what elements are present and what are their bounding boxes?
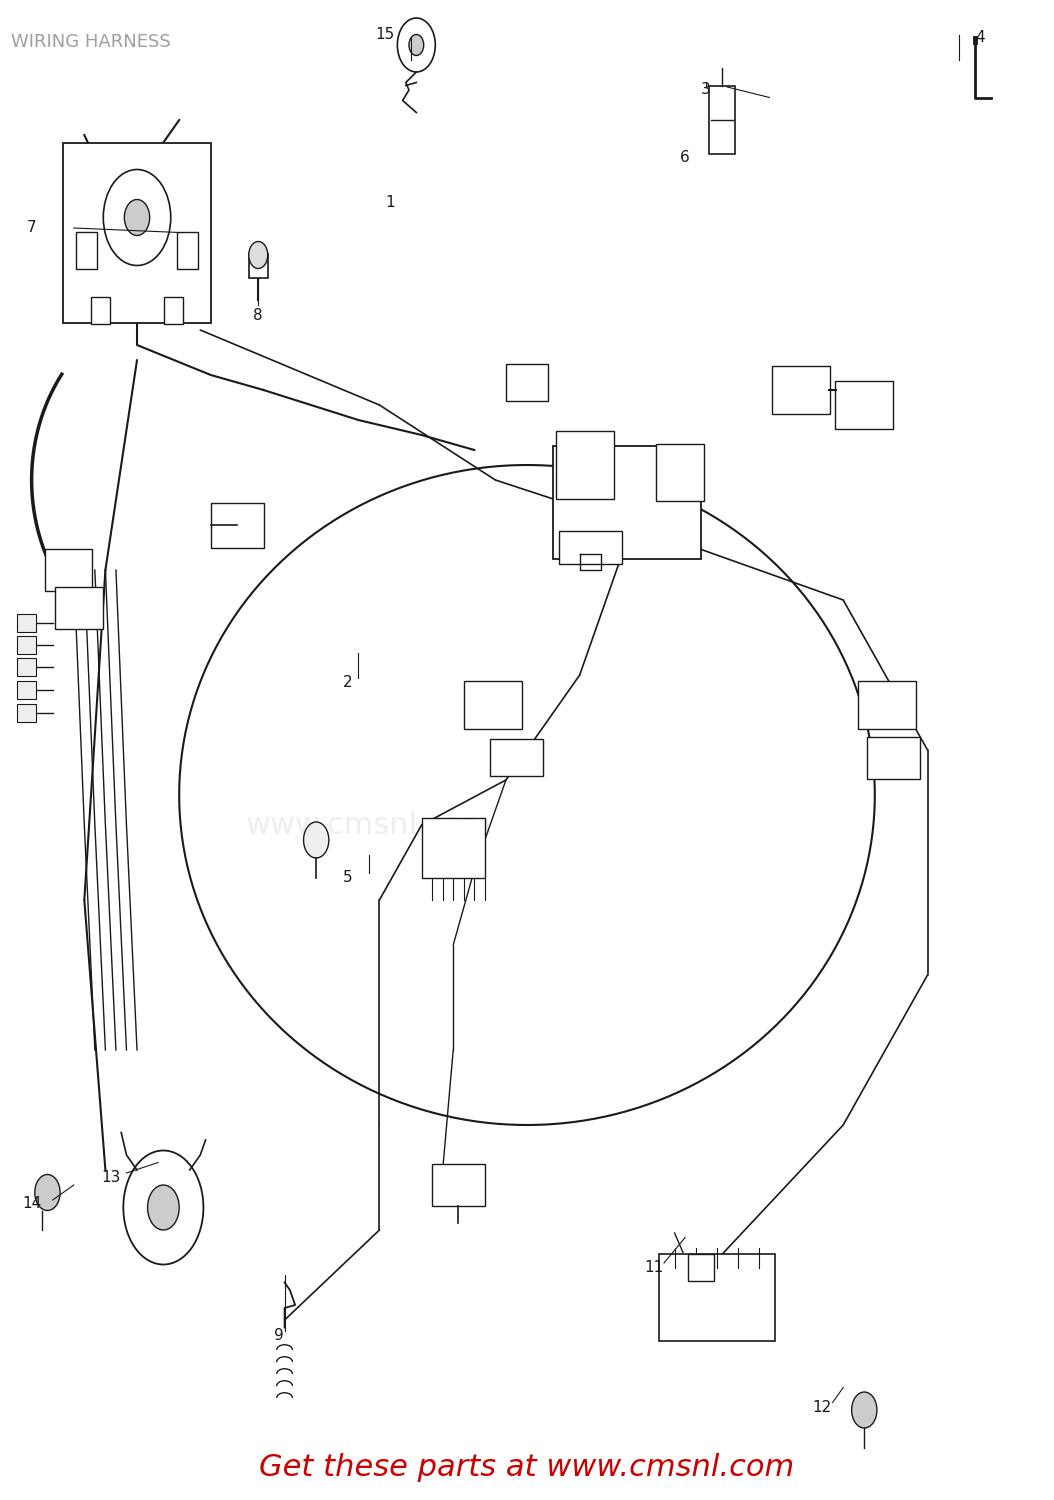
FancyBboxPatch shape bbox=[557, 432, 614, 498]
FancyBboxPatch shape bbox=[659, 1254, 775, 1341]
FancyBboxPatch shape bbox=[553, 447, 701, 558]
FancyBboxPatch shape bbox=[164, 297, 183, 324]
FancyBboxPatch shape bbox=[422, 818, 485, 878]
Text: 3: 3 bbox=[701, 82, 711, 98]
FancyBboxPatch shape bbox=[249, 254, 268, 278]
FancyBboxPatch shape bbox=[177, 232, 198, 270]
FancyBboxPatch shape bbox=[17, 614, 36, 632]
FancyBboxPatch shape bbox=[17, 636, 36, 654]
FancyBboxPatch shape bbox=[17, 658, 36, 676]
Circle shape bbox=[304, 822, 329, 858]
FancyBboxPatch shape bbox=[17, 681, 36, 699]
Text: 15: 15 bbox=[375, 27, 394, 42]
Text: Get these parts at www.cmsnl.com: Get these parts at www.cmsnl.com bbox=[259, 1452, 795, 1482]
Text: 11: 11 bbox=[644, 1260, 663, 1275]
FancyBboxPatch shape bbox=[56, 586, 103, 628]
Text: 9: 9 bbox=[274, 1328, 285, 1342]
Text: 6: 6 bbox=[680, 150, 690, 165]
Text: www.cmsnl.com: www.cmsnl.com bbox=[246, 810, 492, 840]
Circle shape bbox=[103, 170, 171, 266]
FancyBboxPatch shape bbox=[91, 297, 110, 324]
FancyBboxPatch shape bbox=[772, 366, 831, 414]
Text: 8: 8 bbox=[253, 308, 264, 322]
Text: 7: 7 bbox=[26, 220, 37, 236]
FancyBboxPatch shape bbox=[76, 232, 97, 270]
Circle shape bbox=[397, 18, 435, 72]
FancyBboxPatch shape bbox=[835, 381, 894, 429]
Circle shape bbox=[249, 242, 268, 268]
Text: 4: 4 bbox=[975, 30, 985, 45]
FancyBboxPatch shape bbox=[432, 1164, 485, 1206]
FancyBboxPatch shape bbox=[464, 681, 522, 729]
FancyBboxPatch shape bbox=[211, 503, 264, 548]
FancyBboxPatch shape bbox=[490, 740, 543, 777]
Text: 14: 14 bbox=[22, 1196, 41, 1210]
Text: 12: 12 bbox=[813, 1400, 832, 1414]
Circle shape bbox=[148, 1185, 179, 1230]
FancyBboxPatch shape bbox=[44, 549, 93, 591]
FancyBboxPatch shape bbox=[867, 736, 920, 778]
FancyBboxPatch shape bbox=[688, 1254, 715, 1281]
Circle shape bbox=[123, 1150, 203, 1264]
Text: WIRING HARNESS: WIRING HARNESS bbox=[11, 33, 171, 51]
Circle shape bbox=[35, 1174, 60, 1210]
Circle shape bbox=[124, 200, 150, 236]
FancyBboxPatch shape bbox=[506, 364, 548, 402]
FancyBboxPatch shape bbox=[858, 681, 917, 729]
FancyBboxPatch shape bbox=[559, 531, 622, 564]
FancyBboxPatch shape bbox=[17, 704, 36, 722]
FancyBboxPatch shape bbox=[63, 142, 211, 322]
Circle shape bbox=[409, 34, 424, 56]
Text: 1: 1 bbox=[385, 195, 395, 210]
Text: 13: 13 bbox=[101, 1170, 120, 1185]
FancyBboxPatch shape bbox=[709, 86, 736, 154]
FancyBboxPatch shape bbox=[656, 444, 704, 501]
Text: 5: 5 bbox=[343, 870, 353, 885]
Text: 2: 2 bbox=[343, 675, 353, 690]
Circle shape bbox=[852, 1392, 877, 1428]
